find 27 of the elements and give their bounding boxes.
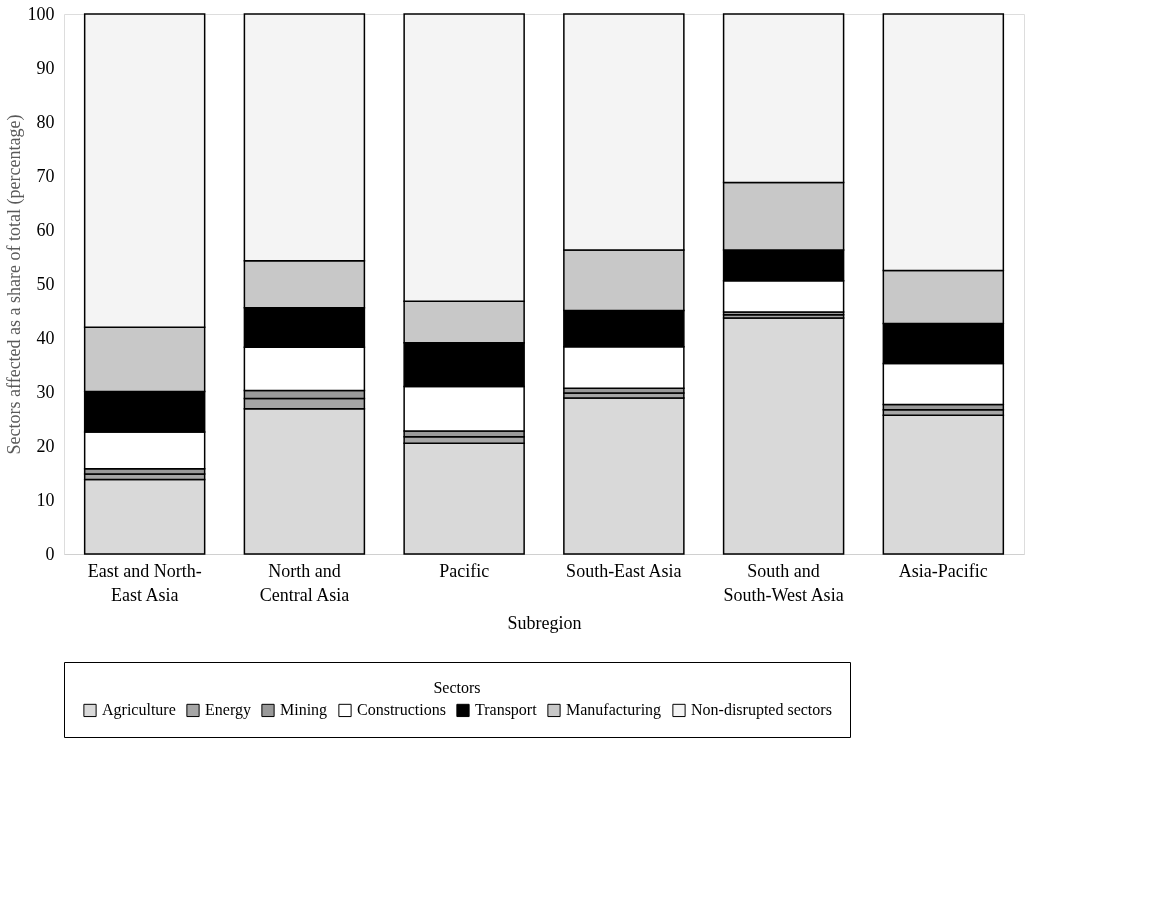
y-tick-label: 40 bbox=[36, 327, 55, 348]
y-axis-title: Sectors affected as a share of total (percentage) bbox=[3, 114, 25, 455]
legend-label: Mining bbox=[280, 701, 328, 720]
y-tick-label: 0 bbox=[45, 543, 55, 564]
y-tick-label: 20 bbox=[36, 435, 55, 456]
x-tick-label: South-East Asia bbox=[566, 560, 682, 581]
x-tick-label: Asia-Pacific bbox=[898, 560, 988, 581]
legend-label: Agriculture bbox=[102, 701, 176, 720]
legend-label: Energy bbox=[205, 701, 251, 720]
x-tick-label: East and North-East Asia bbox=[87, 560, 202, 605]
x-tick-label: North and Central Asia bbox=[259, 560, 350, 605]
legend-label: Transport bbox=[475, 701, 538, 720]
y-tick-label: 80 bbox=[36, 111, 55, 132]
y-tick-label: 30 bbox=[36, 381, 55, 402]
x-tick-label: South and South-West Asia bbox=[723, 560, 844, 605]
legend-label: Manufacturing bbox=[566, 701, 662, 720]
legend-title: Sectors bbox=[433, 679, 481, 696]
legend-label: Non-disrupted sectors bbox=[691, 701, 832, 720]
y-tick-label: 50 bbox=[36, 273, 55, 294]
x-axis-title: Subregion bbox=[507, 612, 582, 633]
y-tick-label: 60 bbox=[36, 219, 55, 240]
y-tick-label: 100 bbox=[27, 3, 55, 24]
y-tick-label: 90 bbox=[36, 57, 55, 78]
y-tick-label: 70 bbox=[36, 165, 55, 186]
legend-label: Constructions bbox=[357, 701, 446, 719]
y-tick-label: 10 bbox=[36, 489, 55, 510]
x-tick-label: Pacific bbox=[439, 560, 490, 581]
